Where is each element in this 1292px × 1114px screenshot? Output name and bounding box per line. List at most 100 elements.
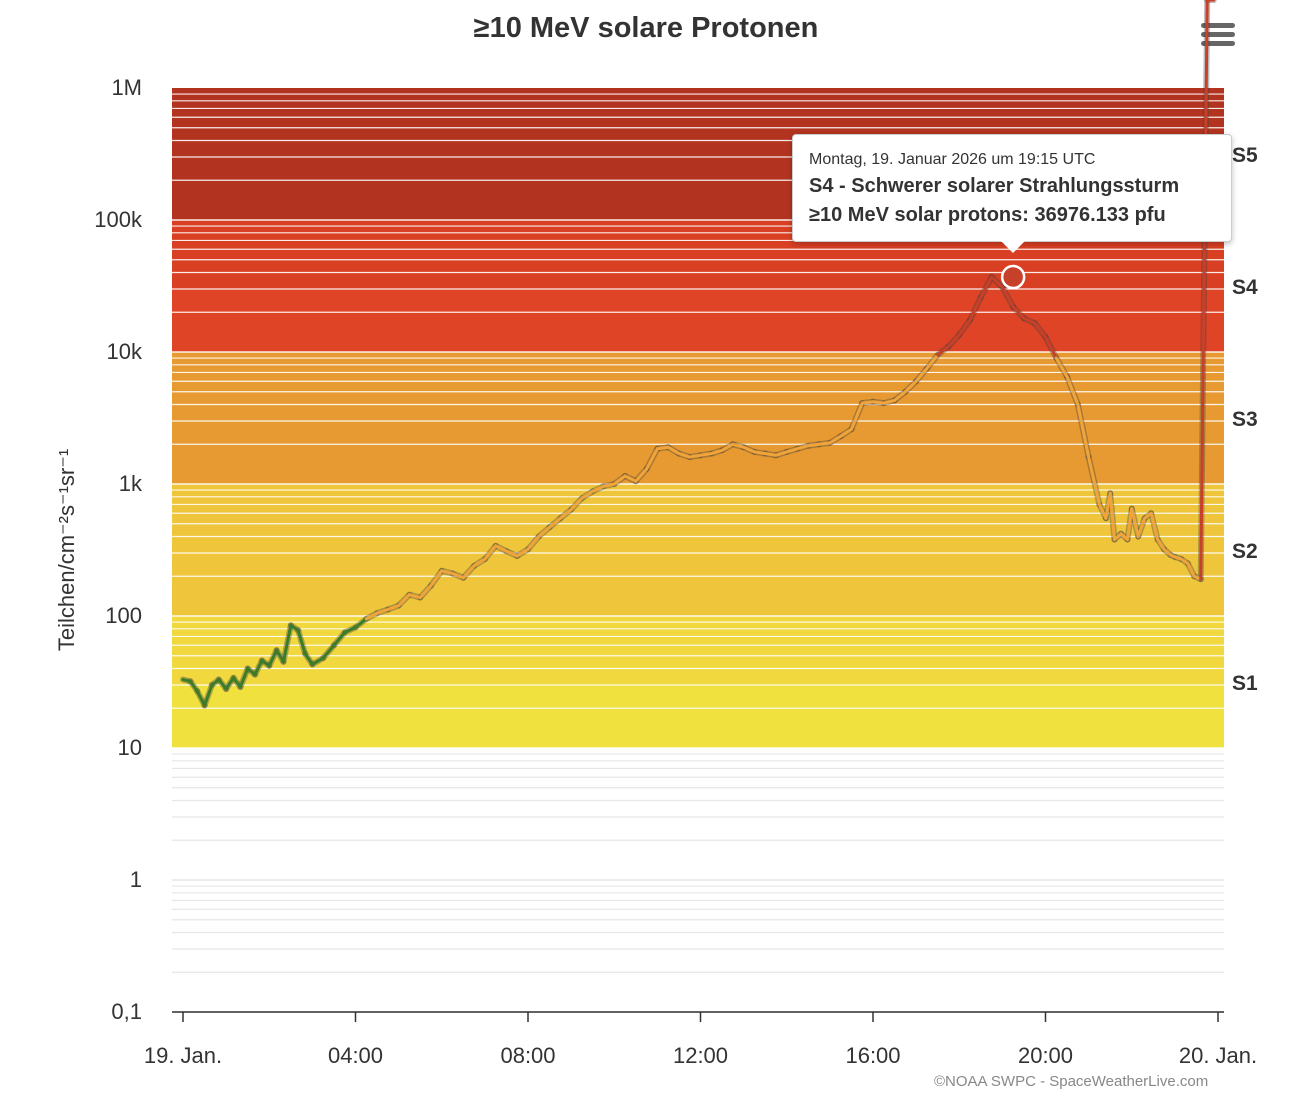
data-segment: [343, 625, 357, 634]
data-segment: [238, 667, 250, 689]
data-segment: [267, 648, 279, 668]
data-segment: [645, 447, 659, 471]
highlight-marker: [1000, 264, 1026, 290]
data-segment: [407, 593, 422, 600]
data-segment: [386, 604, 401, 612]
data-segment: [720, 442, 735, 452]
data-segment: [1054, 356, 1069, 379]
data-segment: [860, 400, 875, 405]
data-segment: [472, 557, 487, 568]
x-tick-label: 12:00: [673, 1043, 728, 1068]
data-segment: [275, 648, 285, 664]
data-segment: [957, 318, 972, 337]
x-tick-label: 16:00: [845, 1043, 900, 1068]
data-segment: [397, 593, 411, 608]
data-segment: [990, 275, 1004, 289]
data-segment: [246, 667, 257, 677]
data-segment: [1125, 507, 1134, 541]
y-tick-label: 10: [118, 735, 142, 760]
data-segment: [558, 508, 573, 520]
data-segment: [296, 628, 307, 655]
y-tick-label: 1: [130, 867, 142, 892]
menu-bar-icon: [1201, 41, 1235, 46]
data-segment: [914, 366, 929, 383]
data-segment: [612, 474, 627, 486]
data-segment: [1186, 561, 1196, 578]
y-tick-label: 1M: [111, 75, 142, 100]
data-segment: [1149, 511, 1160, 541]
data-segment: [763, 452, 778, 457]
y-tick-label: 0,1: [111, 999, 142, 1024]
menu-bar-icon: [1201, 32, 1235, 37]
data-segment: [871, 400, 886, 405]
data-segment: [515, 547, 530, 558]
x-tick-label: 04:00: [328, 1043, 383, 1068]
data-segment: [451, 571, 465, 580]
tooltip-arrow: [1001, 241, 1025, 253]
y-tick-label: 100k: [94, 207, 143, 232]
highlight-point: [1000, 264, 1026, 290]
axes: 19. Jan. 04:00 08:00 12:00 16:00 20:00 20. Jan…: [94, 75, 1257, 1068]
y-tick-label: 1k: [119, 471, 143, 496]
credits[interactable]: ©NOAA SWPC - SpaceWeatherLive.com: [934, 1073, 1209, 1090]
data-segment: [188, 679, 199, 693]
data-segment: [785, 447, 800, 454]
data-segment: [839, 427, 853, 438]
x-tick-label: 08:00: [500, 1043, 555, 1068]
data-segment: [429, 569, 444, 588]
data-segment: [354, 617, 368, 629]
data-segment: [1065, 375, 1080, 407]
y-tick-label: 100: [105, 603, 142, 628]
data-segment: [548, 516, 562, 529]
data-segment: [796, 444, 810, 451]
scale-bands: S1 S2 S3 S4 S5: [172, 88, 1258, 748]
scale-band-s1-upper: [172, 616, 1224, 686]
data-segment: [979, 275, 994, 299]
minor-gridlines: [172, 93, 1224, 1013]
data-segment: [699, 452, 713, 457]
menu-bar-icon: [1201, 23, 1235, 28]
data-segment: [849, 401, 864, 431]
data-segment: [1000, 285, 1015, 309]
data-segment: [537, 525, 552, 539]
data-segment: [946, 333, 961, 349]
data-segment: [882, 398, 897, 405]
data-segment: [231, 676, 242, 689]
data-segment: [1011, 305, 1026, 320]
data-segment: [440, 569, 455, 575]
data-segment: [752, 450, 767, 456]
data-segment: [806, 442, 821, 448]
data-segment: [1033, 321, 1047, 339]
data-segment: [893, 390, 907, 402]
data-segment: [968, 295, 983, 322]
data-segment: [483, 544, 498, 561]
data-segment: [1199, 0, 1209, 581]
x-tick-label: 19. Jan.: [144, 1043, 222, 1068]
data-segment: [742, 445, 756, 454]
tooltip-date: Montag, 19. Januar 2026 um 19:15 UTC: [809, 151, 1096, 168]
data-segment: [281, 623, 293, 664]
data-segment: [580, 489, 595, 500]
data-segment: [1044, 335, 1058, 360]
data-segment: [655, 445, 670, 451]
data-segment: [828, 434, 843, 445]
data-segment: [731, 442, 746, 449]
data-segment: [774, 450, 789, 457]
tooltip-level: S4 - Schwerer solarer Strahlungssturm: [809, 175, 1180, 197]
data-segment: [1108, 491, 1116, 541]
data-segment: [494, 544, 508, 553]
data-segment: [903, 379, 918, 394]
scale-label-s1: S1: [1232, 672, 1258, 695]
data-segment: [634, 467, 649, 483]
data-segment: [817, 441, 832, 446]
x-tick-label: 20. Jan.: [1179, 1043, 1257, 1068]
tooltip-value: ≥10 MeV solar protons: 36976.133 pfu: [809, 204, 1166, 226]
hamburger-menu-button[interactable]: [1196, 20, 1240, 54]
data-segment: [253, 659, 264, 677]
data-segment: [569, 496, 584, 512]
data-segment: [1136, 516, 1147, 539]
scale-band-s3: [172, 352, 1224, 484]
data-segment: [925, 353, 940, 370]
data-segment: [224, 676, 235, 691]
